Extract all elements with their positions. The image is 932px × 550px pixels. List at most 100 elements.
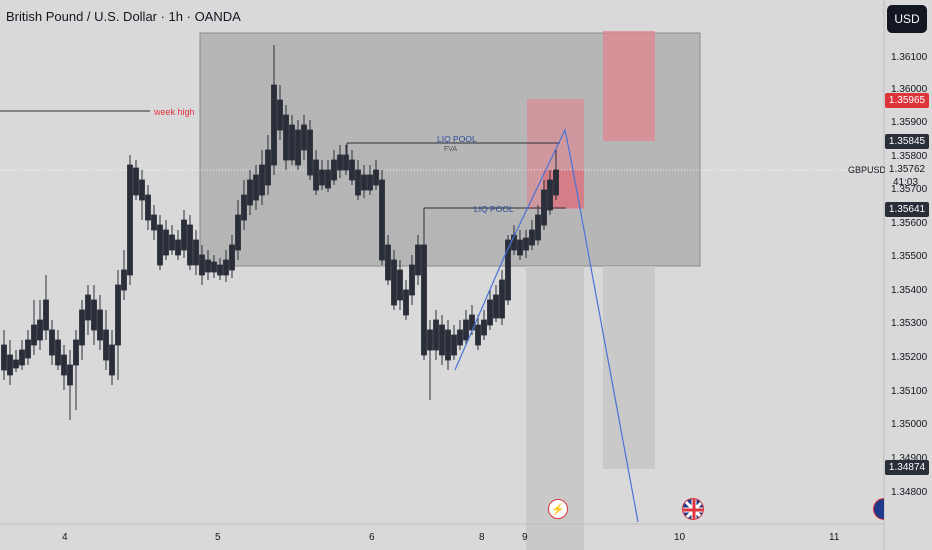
- price-axis-label: 1.35200: [891, 352, 928, 363]
- gray-projection-column-2: [603, 266, 655, 469]
- uk-flag-icon-partial[interactable]: [873, 498, 884, 520]
- candle-body: [79, 309, 85, 346]
- candle-body: [25, 339, 31, 359]
- candle-body: [391, 259, 397, 306]
- candle-body: [277, 99, 283, 131]
- price-tag-dark-3: 1.34874: [885, 460, 929, 475]
- candle-body: [295, 129, 301, 166]
- candle-body: [181, 219, 187, 251]
- uk-flag-icon[interactable]: [682, 498, 704, 520]
- candle-body: [121, 269, 127, 291]
- lightning-icon[interactable]: ⚡: [548, 499, 568, 519]
- candle-body: [67, 364, 73, 386]
- candle-body: [61, 354, 67, 376]
- candle-body: [115, 284, 121, 346]
- candle-body: [457, 329, 463, 346]
- price-tag-dark-1: 1.35845: [885, 134, 929, 149]
- candle-body: [289, 124, 295, 161]
- current-price-tag: 1.35762: [885, 163, 929, 176]
- price-axis-label: 1.35400: [891, 285, 928, 296]
- candle-body: [241, 194, 247, 221]
- projection-path[interactable]: [454, 128, 639, 523]
- red-zone-top[interactable]: [603, 31, 655, 141]
- candle-body: [133, 167, 139, 196]
- candle-body: [205, 259, 211, 273]
- currency-button[interactable]: USD: [887, 5, 927, 33]
- candle-body: [193, 239, 199, 266]
- candle-body: [1, 344, 7, 371]
- candle-body: [481, 319, 487, 336]
- price-axis-label: 1.34800: [891, 487, 928, 498]
- candle-body: [433, 319, 439, 351]
- candle-body: [13, 359, 19, 369]
- candle-body: [439, 324, 445, 356]
- candle-body: [217, 264, 223, 276]
- time-label-8: 8: [479, 532, 485, 543]
- time-label-9: 9: [522, 532, 528, 543]
- candle-body: [97, 309, 103, 341]
- week-high-label: week high: [153, 107, 195, 117]
- candle-body: [397, 269, 403, 301]
- price-axis-label: 1.35100: [891, 386, 928, 397]
- candle-body: [211, 261, 217, 273]
- time-label-11: 11: [829, 532, 840, 543]
- candle-body: [505, 239, 511, 301]
- candle-body: [253, 174, 259, 201]
- candle-body: [487, 299, 493, 326]
- candle-body: [157, 224, 163, 266]
- candle-body: [349, 159, 355, 181]
- candle-body: [313, 159, 319, 191]
- candle-body: [331, 159, 337, 181]
- countdown-label: 41:03: [893, 177, 919, 188]
- candle-body: [85, 294, 91, 321]
- candle-body: [163, 229, 169, 256]
- candle-body: [7, 354, 13, 376]
- price-axis-label: 1.35900: [891, 117, 928, 128]
- price-axis-label: 1.35600: [891, 218, 928, 229]
- candle-body: [301, 124, 307, 151]
- candle-body: [523, 237, 529, 251]
- candle-body: [445, 329, 451, 361]
- candle-body: [379, 179, 385, 261]
- candle-body: [343, 154, 349, 171]
- price-axis-label: 1.34900: [891, 453, 928, 464]
- candle-body: [103, 329, 109, 361]
- time-label-10: 10: [674, 532, 686, 543]
- price-axis-label: 1.35800: [891, 151, 928, 162]
- candle-body: [151, 214, 157, 231]
- candle-body: [235, 214, 241, 251]
- time-label-6: 6: [369, 532, 375, 543]
- price-axis-label: 1.35000: [891, 419, 928, 430]
- liq-pool-lower-label: LIQ POOL: [474, 204, 514, 214]
- candle-body: [127, 164, 133, 276]
- candle-body: [187, 224, 193, 266]
- price-axis-label: 1.35300: [891, 318, 928, 329]
- time-label-5: 5: [215, 532, 221, 543]
- candle-body: [259, 164, 265, 196]
- liq-pool-upper-label: LIQ POOL: [437, 134, 477, 144]
- candle-body: [493, 294, 499, 319]
- candle-body: [199, 254, 205, 276]
- candle-body: [385, 244, 391, 281]
- candle-body: [73, 339, 79, 366]
- candle-body: [271, 84, 277, 166]
- candle-body: [43, 299, 49, 331]
- price-axis-label: 1.35500: [891, 251, 928, 262]
- price-axis-label: 1.36000: [891, 84, 928, 95]
- candle-body: [229, 244, 235, 271]
- candles-group: [1, 45, 559, 420]
- candle-body: [139, 179, 145, 201]
- candle-body: [109, 344, 115, 376]
- candle-body: [247, 179, 253, 206]
- candle-body: [427, 329, 433, 351]
- price-tag-red: 1.35965: [885, 93, 929, 108]
- candle-body: [31, 324, 37, 346]
- candle-body: [169, 234, 175, 251]
- candle-body: [145, 194, 151, 221]
- price-tag-dark-2: 1.35641: [885, 202, 929, 217]
- candle-body: [499, 279, 505, 319]
- candle-body: [451, 334, 457, 356]
- candle-body: [283, 114, 289, 161]
- candle-body: [91, 299, 97, 331]
